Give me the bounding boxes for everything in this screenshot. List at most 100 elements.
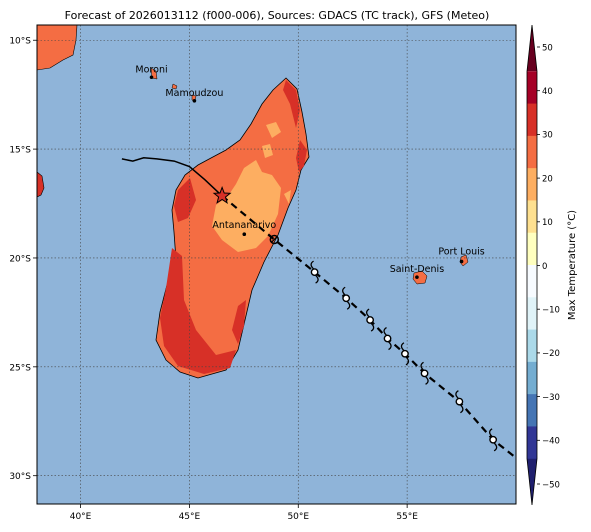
colorbar-segment (527, 297, 537, 331)
madagascar-highlands-mid (262, 144, 273, 158)
colorbar-label: Max Temperature (°C) (567, 210, 578, 320)
lat-tick-label: 10°S (9, 37, 31, 47)
colorbar-segment (527, 103, 537, 137)
storm-arm-top (420, 361, 425, 371)
figure-title: Forecast of 2026013112 (f000-006), Sourc… (65, 9, 490, 22)
colorbar-tick-label: 30 (542, 131, 553, 141)
colorbar-segment (527, 394, 537, 427)
storm-arm-top (365, 308, 370, 318)
colorbar-segment (527, 168, 537, 201)
axis-ticks: 10°S 15°S 20°S 25°S 30°S 40°E 45°E 50°E 55°E (9, 37, 418, 522)
storm-arm-top (310, 260, 315, 270)
lon-tick-label: 45°E (179, 512, 201, 522)
city-label: Moroni (135, 64, 167, 75)
city-dot (415, 275, 419, 279)
storm-arm-bottom (425, 376, 429, 385)
storm-arm-bottom (459, 404, 464, 414)
tropical-storm-symbol (488, 428, 498, 452)
colorbar-segment (527, 426, 537, 460)
madagascar-hot-east (296, 140, 307, 172)
storm-eye (310, 268, 319, 277)
city-label: Antananarivo (212, 220, 276, 231)
past-track-line (121, 157, 223, 197)
tropical-storm-symbol (342, 286, 351, 310)
storm-arm-top (455, 390, 459, 399)
madagascar-hot-south (160, 248, 236, 374)
tropical-storm-symbol (383, 326, 392, 351)
cyclone-track (121, 157, 515, 457)
colorbar-tick-label: 40 (542, 87, 553, 97)
low-pressure-slash (270, 236, 278, 243)
storm-arm-bottom (405, 356, 410, 366)
colorbar-tick-label: 10 (542, 218, 553, 228)
low-pressure-symbol (269, 234, 280, 245)
madagascar-hot-north (283, 80, 300, 128)
colorbar-tick-label: −40 (542, 437, 560, 447)
city-dot (149, 75, 154, 80)
city-label: Port Louis (438, 246, 484, 257)
colorbar-extend-top (527, 25, 537, 72)
storm-eye (455, 397, 464, 406)
storm-eye (383, 334, 392, 343)
anjouan-island (171, 83, 178, 90)
lat-tick-label: 25°S (9, 363, 31, 373)
lon-tick-label: 50°E (287, 512, 309, 522)
current-position-star (212, 185, 232, 204)
storm-arm-bottom (346, 300, 351, 310)
storm-eye (420, 369, 429, 378)
tropical-storm-symbol (400, 342, 410, 366)
storm-arm-bottom (388, 341, 392, 351)
tropical-storm-symbol (420, 361, 429, 385)
storm-eye (366, 316, 375, 324)
land-layer (37, 25, 469, 379)
storm-arm-top (488, 428, 493, 438)
city-markers: Moroni Mamoudzou Antananarivo Saint-Denis Po… (135, 64, 485, 279)
colorbar-segment (527, 71, 537, 105)
city-label: Saint-Denis (390, 264, 444, 275)
storm-arm-bottom (370, 322, 375, 332)
city-dot (459, 259, 464, 264)
madagascar-highlands-east (284, 190, 291, 204)
lat-tick-label: 15°S (9, 146, 31, 156)
city-dot (192, 98, 197, 103)
colorbar-segment (527, 135, 537, 169)
colorbar-segment (527, 232, 537, 266)
madagascar-highlands-north (266, 122, 281, 138)
storm-eye (342, 294, 351, 303)
colorbar-segment (527, 329, 537, 363)
tropical-storm-symbol (365, 308, 375, 332)
madagascar-hot-west (174, 178, 196, 222)
colorbar-segment (527, 200, 537, 234)
graticule (37, 25, 516, 504)
colorbar-segment (527, 361, 537, 395)
colorbar-segment (527, 265, 537, 298)
madagascar-hot-southcoast (232, 300, 246, 344)
colorbar-tick-label: 20 (542, 174, 553, 184)
madagascar-highlands (212, 160, 281, 252)
colorbar-tick-label: −10 (542, 306, 560, 316)
storm-eye (489, 435, 498, 444)
lon-tick-label: 55°E (396, 512, 418, 522)
colorbar-tick-label: −20 (542, 349, 560, 359)
storm-arm-bottom (315, 274, 319, 284)
lon-tick-label: 40°E (70, 512, 92, 522)
lat-tick-label: 30°S (9, 472, 31, 482)
colorbar: 50 40 30 20 10 0 −10 −20 −30 −40 −50 (526, 24, 560, 506)
storm-eye (401, 349, 409, 358)
tropical-storm-symbol (310, 260, 319, 284)
city-label: Mamoudzou (165, 88, 223, 99)
colorbar-tick-label: −30 (542, 393, 560, 403)
reunion-island (412, 270, 428, 285)
colorbar-tick-label: −50 (542, 480, 560, 490)
lat-tick-label: 20°S (9, 254, 31, 264)
tropical-storm-symbol (455, 390, 464, 414)
colorbar-tick-label: 50 (542, 43, 553, 53)
storm-arm-bottom (493, 442, 498, 452)
storm-arm-top (342, 286, 346, 296)
storm-arm-top (383, 326, 388, 336)
colorbar-outline (526, 24, 538, 506)
africa-land (37, 25, 78, 71)
city-dot (242, 232, 247, 237)
